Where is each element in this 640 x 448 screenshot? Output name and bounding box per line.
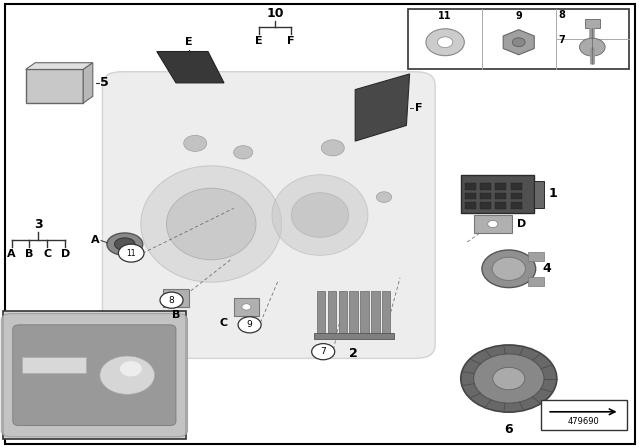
Polygon shape [163,289,189,307]
Text: 2: 2 [349,347,358,360]
Text: 7: 7 [559,35,566,45]
Polygon shape [26,63,93,69]
Polygon shape [503,30,534,55]
Circle shape [461,345,557,412]
Text: 3: 3 [34,218,43,231]
Circle shape [100,356,155,394]
Ellipse shape [107,233,143,255]
Text: 11: 11 [127,249,136,258]
Text: C: C [219,318,227,328]
Bar [360,291,369,334]
Circle shape [513,38,525,47]
FancyBboxPatch shape [13,325,176,426]
Circle shape [493,367,525,390]
Bar [371,291,380,334]
Circle shape [184,135,207,151]
Polygon shape [234,298,259,316]
Bar [534,181,544,208]
Circle shape [312,344,335,360]
Text: 1: 1 [548,187,557,200]
Circle shape [120,361,142,376]
Polygon shape [83,63,93,103]
Bar [465,183,476,190]
Bar [511,193,522,199]
Circle shape [118,244,144,262]
Bar [511,202,522,209]
Text: F: F [415,103,422,112]
Text: B: B [25,249,34,259]
Bar [480,202,491,209]
Ellipse shape [115,238,135,250]
Text: 479690: 479690 [568,418,600,426]
Bar [495,183,506,190]
Text: F: F [287,36,295,46]
Text: 9: 9 [247,320,252,329]
Bar [541,400,627,430]
Ellipse shape [291,193,349,237]
Circle shape [426,29,465,56]
Text: 4: 4 [543,262,552,276]
Text: A: A [91,235,99,245]
Text: A: A [7,249,16,259]
Circle shape [242,304,251,310]
Text: C: C [44,249,51,259]
Bar [26,69,83,103]
Text: B: B [172,310,180,320]
Ellipse shape [141,166,282,282]
Bar [480,193,491,199]
Text: 11: 11 [438,11,452,21]
Circle shape [321,140,344,156]
Circle shape [580,38,605,56]
Bar [465,202,476,209]
Text: E: E [185,37,193,47]
Polygon shape [157,52,224,83]
Text: 8: 8 [169,296,174,305]
Bar [328,291,336,334]
Bar [22,358,86,373]
Ellipse shape [482,250,536,288]
Bar [495,202,506,209]
Bar [585,19,600,27]
Circle shape [376,192,392,202]
Bar [495,193,506,199]
Text: 9: 9 [515,11,522,21]
Ellipse shape [272,175,368,255]
FancyBboxPatch shape [102,72,435,358]
Bar [465,193,476,199]
Bar [528,252,544,261]
Circle shape [488,220,498,228]
FancyBboxPatch shape [1,314,188,437]
Bar [408,9,629,69]
Bar [382,291,390,334]
Text: D: D [61,249,70,259]
Text: 7: 7 [321,347,326,356]
Bar [461,175,534,213]
Polygon shape [355,74,410,141]
Text: D: D [517,219,526,229]
Bar [480,183,491,190]
Circle shape [172,295,180,301]
Circle shape [234,146,253,159]
Text: 5: 5 [100,76,109,90]
Bar [317,291,325,334]
Text: 10: 10 [266,7,284,20]
Bar [528,277,544,286]
Ellipse shape [492,257,525,280]
Text: 6: 6 [504,423,513,436]
Bar [349,291,358,334]
Text: 8: 8 [559,10,566,20]
Text: E: E [255,36,263,46]
Bar [511,183,522,190]
Circle shape [474,354,544,403]
Bar [339,291,347,334]
Circle shape [438,37,453,47]
Circle shape [238,317,261,333]
Bar [3,311,186,439]
Polygon shape [474,215,512,233]
Circle shape [160,292,183,308]
Bar [314,333,394,339]
Ellipse shape [166,188,256,260]
